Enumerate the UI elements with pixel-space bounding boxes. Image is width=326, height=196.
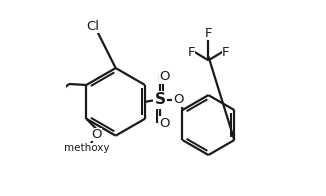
Text: O: O bbox=[160, 117, 170, 130]
Text: methoxy: methoxy bbox=[64, 143, 110, 153]
Text: Cl: Cl bbox=[86, 20, 99, 33]
Text: F: F bbox=[205, 27, 212, 40]
Text: F: F bbox=[187, 46, 195, 59]
Text: S: S bbox=[155, 93, 166, 107]
Text: O: O bbox=[173, 93, 183, 106]
Text: O: O bbox=[91, 128, 102, 141]
Text: F: F bbox=[222, 46, 230, 59]
Text: O: O bbox=[160, 70, 170, 83]
